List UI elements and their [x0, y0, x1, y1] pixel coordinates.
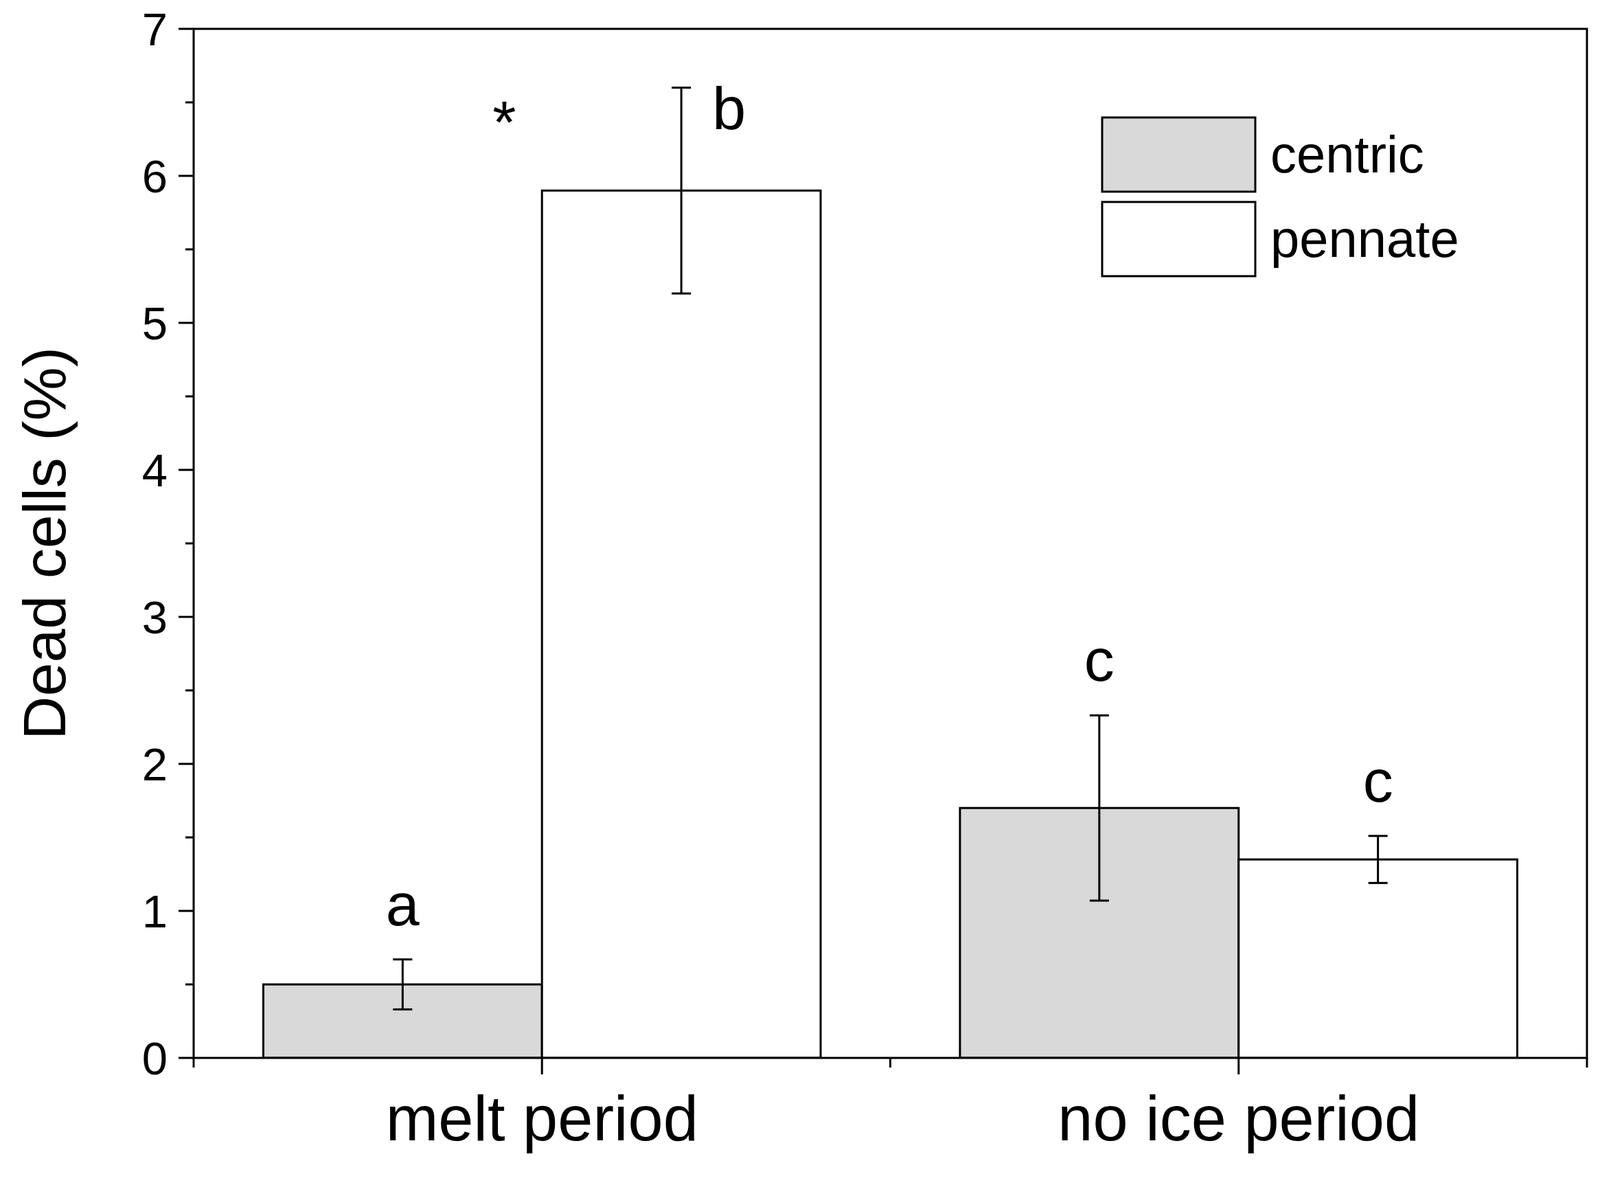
y-minor-tick	[185, 542, 194, 545]
error-cap	[1368, 881, 1388, 884]
y-tick-label: 4	[142, 444, 168, 496]
error-cap	[1089, 899, 1110, 902]
y-tick	[178, 469, 194, 472]
error-line	[401, 959, 404, 1010]
error-bar	[1089, 714, 1110, 901]
significance-letter: b	[712, 74, 746, 143]
legend-swatch	[1102, 117, 1256, 192]
y-tick	[178, 322, 194, 325]
y-minor-tick	[185, 395, 194, 398]
y-minor-tick	[185, 689, 194, 692]
bar	[1238, 859, 1518, 1058]
legend-swatch	[1102, 201, 1256, 277]
x-minor-tick	[192, 1057, 196, 1068]
error-line	[1098, 714, 1101, 901]
significance-letter: c	[1363, 746, 1394, 815]
legend-label: pennate	[1270, 209, 1460, 268]
significance-letter: a	[385, 870, 420, 939]
x-tick-label: melt period	[385, 1082, 699, 1153]
y-minor-tick	[185, 836, 194, 839]
y-axis-label: Dead cells (%)	[10, 346, 79, 740]
y-tick-label: 5	[142, 297, 168, 349]
legend: centric pennate	[1102, 117, 1460, 277]
y-tick-label: 2	[142, 738, 168, 790]
chart-container: 0 1 2 3 4 5 6 7 Dead cells (%) melt period no ice …	[0, 0, 1600, 1185]
error-cap	[671, 86, 691, 89]
y-tick	[178, 909, 194, 912]
x-tick	[541, 1057, 544, 1074]
error-cap	[1368, 834, 1388, 837]
error-bar	[392, 959, 413, 1010]
y-tick-label: 3	[142, 591, 168, 643]
legend-label: centric	[1270, 124, 1425, 184]
plot-area	[263, 87, 1517, 1058]
error-bar	[1368, 835, 1388, 883]
y-tick	[178, 762, 194, 765]
y-minor-tick	[185, 248, 194, 251]
y-tick	[178, 1056, 194, 1059]
y-tick-label: 0	[142, 1032, 168, 1084]
annotation: *	[492, 87, 516, 156]
x-tick-label: no ice period	[1057, 1082, 1420, 1153]
error-cap	[392, 957, 413, 960]
y-tick	[178, 615, 194, 619]
x-tick	[1237, 1057, 1240, 1074]
y-tick	[178, 28, 194, 31]
y-minor-tick	[185, 983, 194, 986]
y-tick-label: 7	[142, 3, 168, 55]
plot-frame	[193, 28, 1587, 1058]
chart-svg: 0 1 2 3 4 5 6 7 Dead cells (%) melt period no ice …	[0, 0, 1600, 1185]
error-cap	[392, 1008, 413, 1011]
error-bar	[671, 87, 691, 294]
x-minor-tick	[889, 1057, 892, 1068]
x-minor-tick	[1586, 1057, 1589, 1068]
bar	[541, 190, 821, 1058]
significance-letter: c	[1084, 625, 1115, 694]
error-line	[680, 87, 683, 294]
y-tick-label: 1	[142, 885, 168, 937]
y-tick-label: 6	[142, 150, 168, 202]
error-cap	[671, 292, 691, 295]
error-cap	[1089, 714, 1110, 717]
y-minor-tick	[185, 101, 194, 104]
error-line	[1376, 835, 1379, 883]
y-tick	[178, 175, 194, 178]
